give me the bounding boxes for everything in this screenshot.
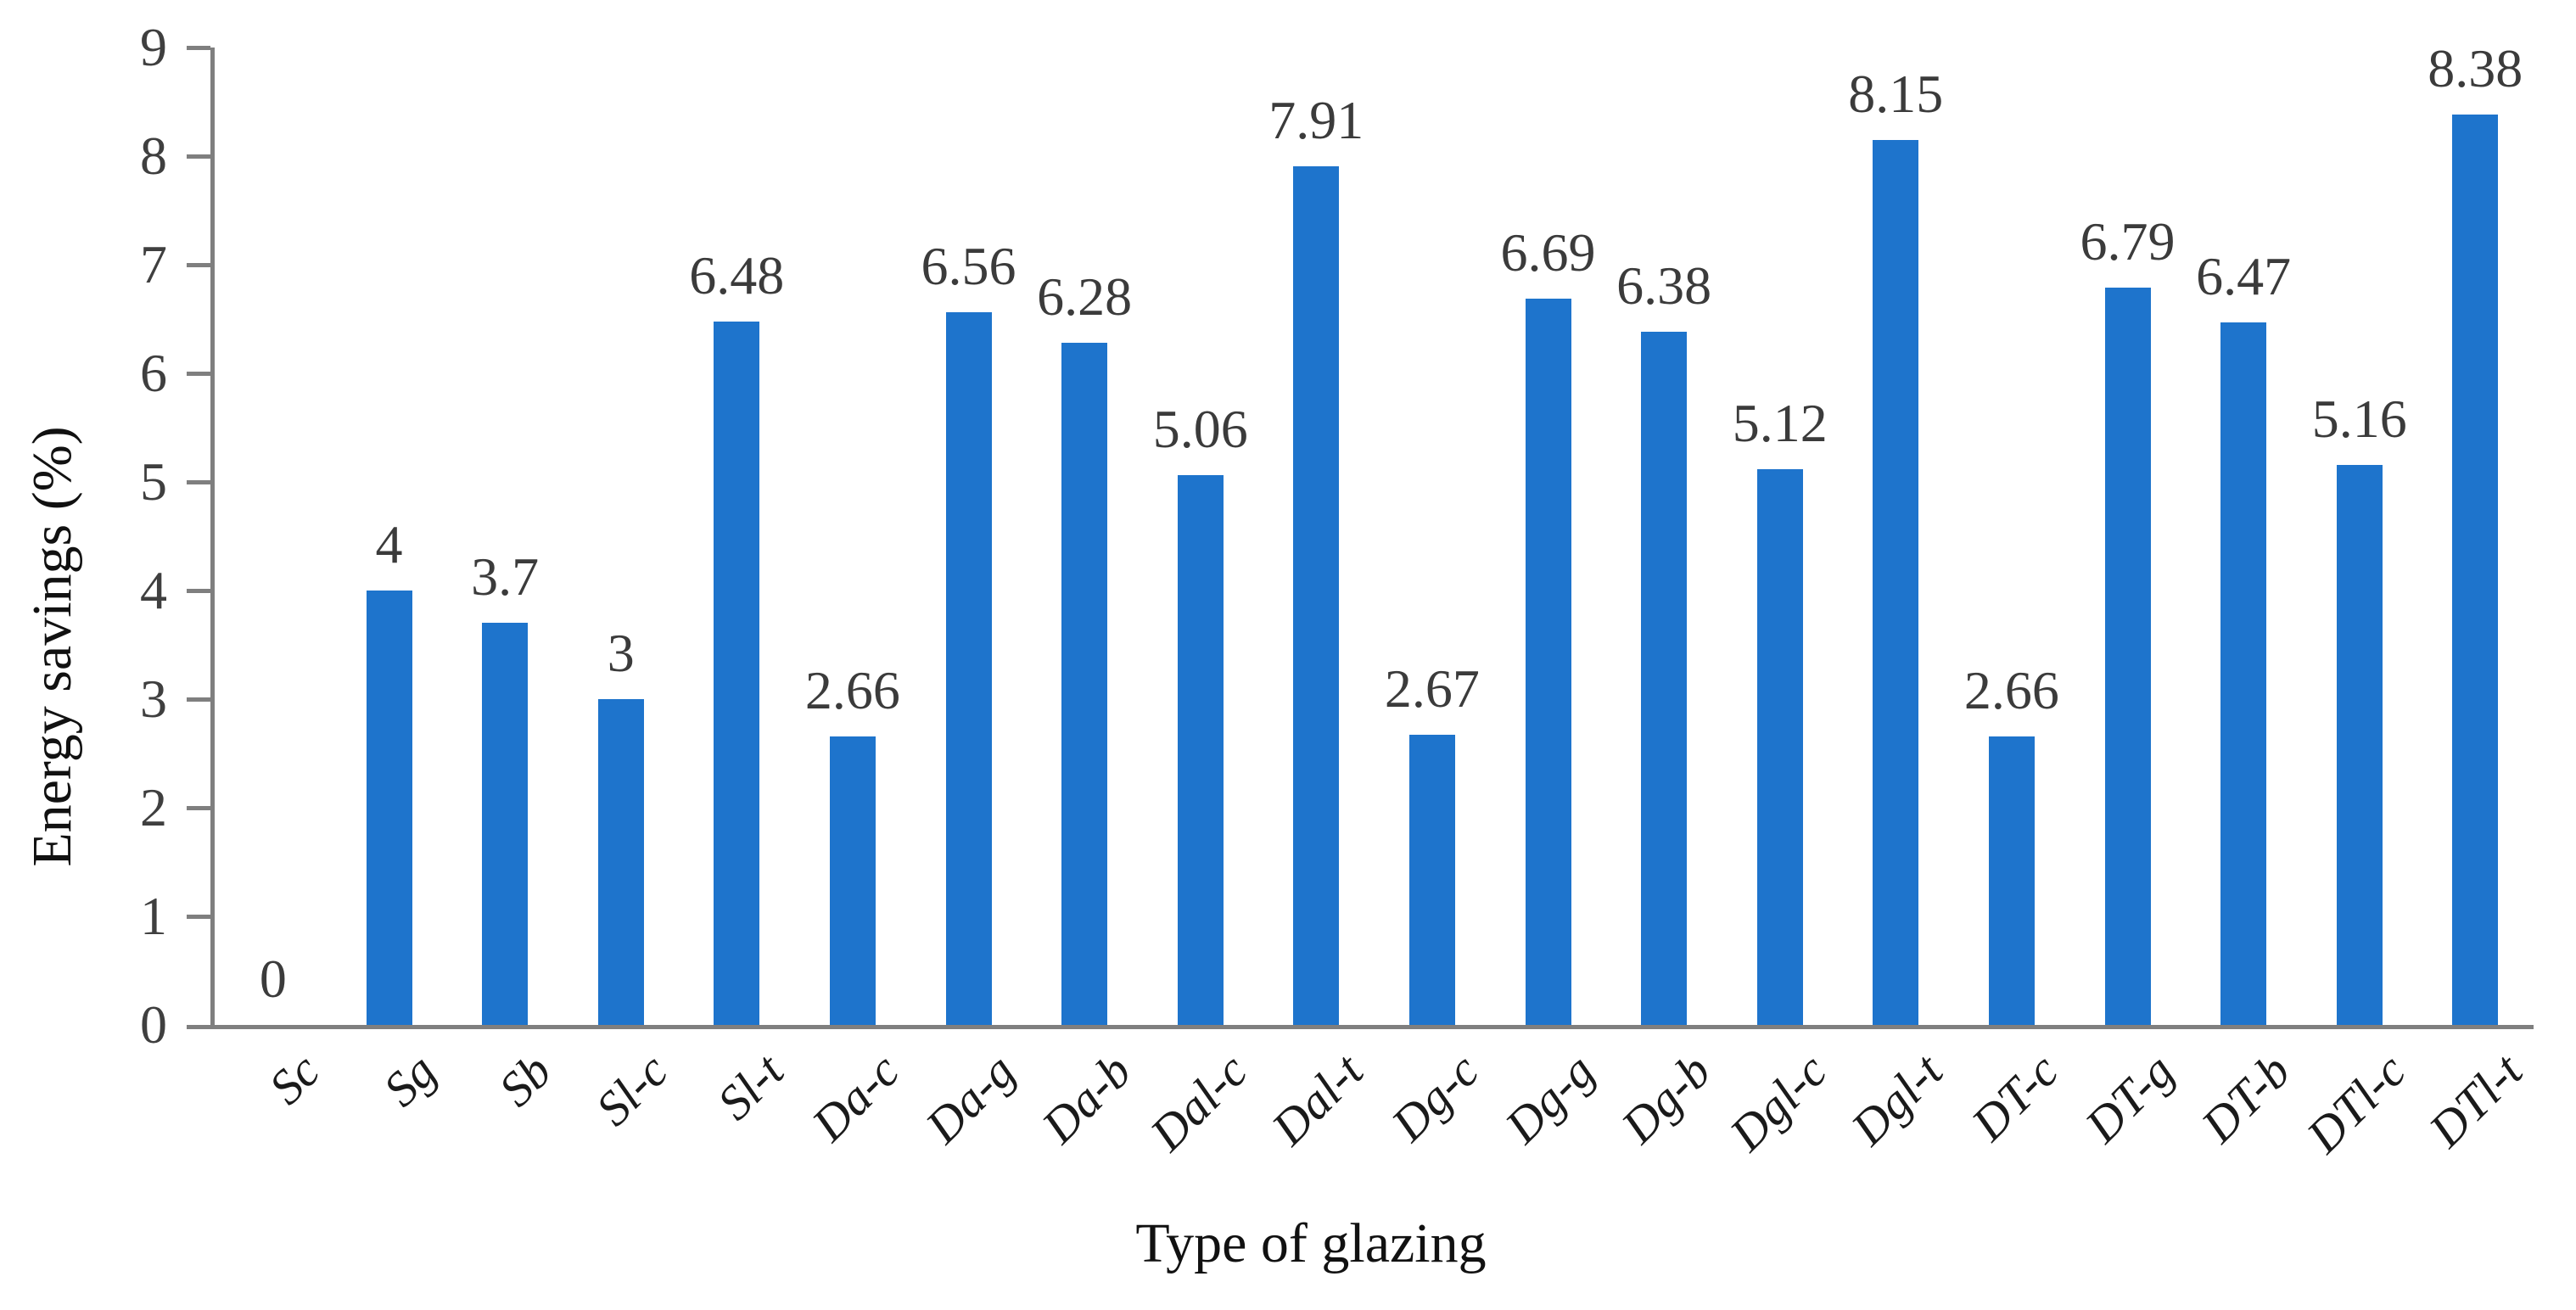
bar (714, 321, 760, 1025)
x-tick-label: Da-c (801, 1043, 910, 1152)
bar (1408, 735, 1455, 1025)
x-tick-label: DT-c (1960, 1043, 2069, 1151)
x-axis-line (187, 1025, 2534, 1029)
bar (482, 623, 529, 1025)
y-tick-mark (187, 154, 210, 159)
bar-value-label: 5.16 (2311, 388, 2407, 449)
bar-value-label: 6.56 (921, 236, 1016, 297)
bar (829, 736, 876, 1025)
bar-value-label: 6.69 (1500, 221, 1596, 283)
x-tick-label: Sb (488, 1043, 563, 1117)
y-tick-label: 9 (140, 17, 167, 77)
bar (1177, 475, 1224, 1025)
y-tick-label: 2 (140, 777, 167, 837)
y-tick-label: 4 (140, 560, 167, 620)
y-tick-mark (187, 480, 210, 484)
x-tick-label: DT-b (2190, 1043, 2301, 1153)
bar-value-label: 2.66 (804, 659, 900, 720)
y-tick-label: 3 (140, 669, 167, 729)
y-tick-mark (187, 46, 210, 50)
y-tick-label: 1 (140, 886, 167, 946)
y-tick-label: 6 (140, 343, 167, 403)
y-tick-mark (187, 915, 210, 919)
bar (2220, 322, 2267, 1025)
bar (366, 591, 412, 1025)
x-tick-label: Dg-g (1494, 1043, 1605, 1154)
y-tick-label: 5 (140, 451, 167, 512)
x-tick-label: DT-g (2075, 1043, 2185, 1153)
bar (1988, 736, 2035, 1025)
x-tick-label: Dg-b (1610, 1043, 1722, 1154)
x-tick-label: Sc (258, 1043, 331, 1115)
bar (2452, 115, 2499, 1025)
bar-value-label: 0 (259, 949, 287, 1009)
bar-value-label: 5.06 (1152, 399, 1248, 460)
bar-value-label: 5.12 (1732, 392, 1828, 453)
x-tick-label: DTl-t (2417, 1043, 2533, 1158)
y-tick-mark (187, 589, 210, 593)
x-tick-label: DTl-c (2296, 1043, 2416, 1163)
bar (1293, 165, 1340, 1025)
y-axis-line (210, 48, 215, 1029)
x-tick-label: Dal-c (1139, 1043, 1257, 1162)
bar-value-label: 4 (375, 514, 403, 574)
bar-value-label: 6.48 (689, 244, 785, 305)
x-tick-label: Da-g (915, 1043, 1026, 1154)
y-tick-mark (187, 697, 210, 702)
bar-value-label: 2.67 (1384, 658, 1480, 719)
y-tick-mark (187, 806, 210, 810)
bar-value-label: 8.38 (2428, 38, 2523, 99)
bar (1873, 139, 1919, 1025)
bar-value-label: 3 (607, 623, 635, 683)
bar-value-label: 6.47 (2196, 245, 2292, 306)
y-tick-label: 8 (140, 126, 167, 186)
bar (2336, 464, 2383, 1025)
x-tick-label: Dal-t (1261, 1043, 1374, 1156)
x-tick-label: Sg (372, 1043, 446, 1117)
x-axis-title: Type of glazing (1135, 1212, 1487, 1274)
bar-value-label: 7.91 (1268, 89, 1364, 150)
y-tick-mark (187, 263, 210, 267)
bar (1525, 298, 1571, 1025)
bar (1756, 468, 1803, 1025)
bar (597, 699, 644, 1025)
x-tick-label: Da-b (1031, 1043, 1142, 1154)
x-tick-label: Sl-c (585, 1043, 678, 1137)
bar-value-label: 8.15 (1848, 63, 1944, 124)
bar (1641, 332, 1688, 1025)
bar-value-label: 3.7 (471, 546, 540, 607)
y-tick-label: 0 (140, 994, 167, 1055)
x-tick-label: Dgl-c (1718, 1043, 1837, 1162)
x-tick-label: Dgl-t (1840, 1043, 1953, 1156)
bar (945, 312, 992, 1025)
y-tick-mark (187, 372, 210, 376)
bar (2104, 287, 2151, 1025)
bar (1061, 343, 1108, 1025)
x-tick-label: Sl-t (706, 1043, 794, 1131)
bar-value-label: 2.66 (1963, 659, 2059, 720)
bar-value-label: 6.79 (2080, 210, 2176, 272)
bar-value-label: 6.38 (1616, 255, 1712, 316)
x-tick-label: Dg-c (1380, 1043, 1490, 1152)
bar-value-label: 6.28 (1037, 266, 1133, 328)
y-tick-label: 7 (140, 234, 167, 294)
